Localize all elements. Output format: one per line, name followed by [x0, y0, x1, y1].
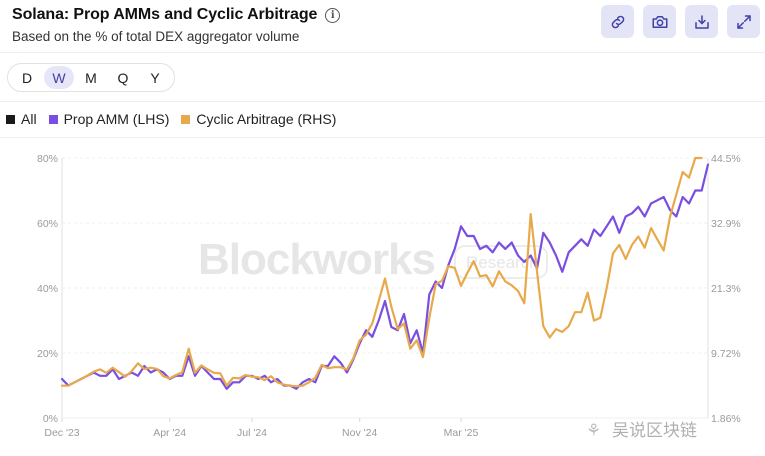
watermark: Blockworks Research — [198, 235, 548, 284]
divider — [0, 101, 765, 102]
watermark-corner-glyph: ⚘ — [586, 421, 601, 440]
y-right-tick-label: 32.9% — [711, 218, 741, 230]
divider — [0, 137, 765, 138]
y-left-tick-label: 0% — [43, 413, 58, 425]
expand-icon — [736, 14, 751, 29]
line-chart: Blockworks Research 0% 20% 40% 60% 80% 1.86%… — [37, 153, 741, 440]
series-line-cyclic-arbitrage-rhs[interactable] — [60, 156, 703, 388]
range-option-q[interactable]: Q — [117, 69, 129, 86]
x-tick-label: Apr '24 — [153, 427, 186, 439]
legend-swatch-cyclic-arbitrage — [181, 114, 191, 124]
watermark-corner: 吴说区块链 — [612, 421, 697, 440]
y-axis-right: 1.86% 9.72% 21.3% 32.9% 44.5% — [707, 153, 741, 425]
range-option-w[interactable]: W — [44, 66, 74, 89]
range-option-d[interactable]: D — [21, 69, 33, 86]
y-left-tick-label: 40% — [37, 283, 58, 295]
y-axis-left: 0% 20% 40% 60% 80% — [37, 153, 63, 425]
legend-item-prop-amm[interactable]: Prop AMM (LHS) — [48, 111, 170, 127]
legend-item-all[interactable]: All — [6, 111, 37, 127]
y-left-tick-label: 80% — [37, 153, 58, 165]
chart-subtitle: Based on the % of total DEX aggregator v… — [12, 29, 300, 44]
screenshot-button[interactable] — [643, 5, 676, 38]
x-tick-label: Mar '25 — [444, 427, 479, 439]
x-tick-label: Jul '24 — [237, 427, 267, 439]
legend-swatch-all — [6, 114, 15, 124]
y-left-tick-label: 20% — [37, 348, 58, 360]
y-right-tick-label: 9.72% — [711, 348, 741, 360]
series-lines — [60, 156, 710, 390]
download-button[interactable] — [685, 5, 718, 38]
download-icon — [694, 14, 709, 29]
chart-title: Solana: Prop AMMs and Cyclic Arbitrage — [12, 6, 318, 23]
y-right-tick-label: 44.5% — [711, 153, 741, 165]
divider — [0, 52, 765, 53]
copy-link-button[interactable] — [601, 5, 634, 38]
range-selector: D W M Q Y — [7, 63, 175, 92]
legend-label-prop-amm: Prop AMM (LHS) — [63, 111, 170, 127]
expand-button[interactable] — [727, 5, 760, 38]
corner-watermark: ⚘ 吴说区块链 — [586, 421, 697, 440]
legend-item-cyclic-arbitrage[interactable]: Cyclic Arbitrage (RHS) — [181, 111, 336, 127]
gridlines — [62, 157, 708, 419]
legend-label-cyclic-arbitrage: Cyclic Arbitrage (RHS) — [196, 111, 337, 127]
x-axis: Dec '23 Apr '24 Jul '24 Nov '24 Mar '25 — [44, 418, 479, 439]
watermark-brand: Blockworks — [198, 235, 435, 284]
chart-legend: All Prop AMM (LHS) Cyclic Arbitrage (RHS… — [6, 111, 336, 127]
info-icon[interactable]: i — [325, 7, 341, 23]
y-left-tick-label: 60% — [37, 218, 58, 230]
camera-icon — [652, 15, 667, 28]
legend-label-all: All — [21, 111, 37, 127]
x-tick-label: Dec '23 — [44, 427, 79, 439]
chart-header: Solana: Prop AMMs and Cyclic Arbitrage i… — [12, 6, 602, 44]
chart-toolbar — [601, 5, 760, 38]
range-option-m[interactable]: M — [85, 69, 97, 86]
x-tick-label: Nov '24 — [342, 427, 377, 439]
link-icon — [611, 15, 624, 28]
range-option-y[interactable]: Y — [150, 69, 160, 86]
y-right-tick-label: 1.86% — [711, 413, 741, 425]
legend-swatch-prop-amm — [48, 114, 58, 124]
y-right-tick-label: 21.3% — [711, 283, 741, 295]
